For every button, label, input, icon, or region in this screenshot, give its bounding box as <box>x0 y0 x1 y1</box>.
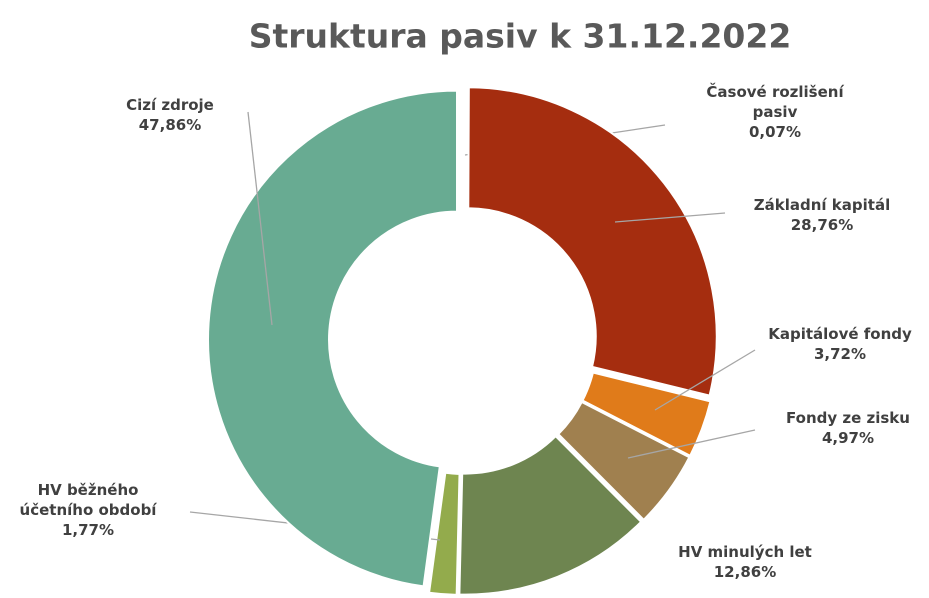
value-label: 12,86% <box>713 563 777 581</box>
value-label: 1,77% <box>61 521 115 539</box>
value-label: 28,76% <box>790 216 854 234</box>
donut-slice <box>458 434 643 596</box>
slice-label: HV minulých let 12,86% <box>645 542 845 582</box>
slice-label: Cizí zdroje 47,86% <box>95 95 245 135</box>
category-label: Fondy ze zisku <box>786 409 910 427</box>
category-label: Základní kapitál <box>753 196 891 214</box>
category-label: Časové rozlišení pasiv <box>706 83 844 121</box>
slice-label: Časové rozlišení pasiv 0,07% <box>685 82 865 142</box>
leader-line <box>627 429 756 459</box>
slice-label: HV běžného účetního období 1,77% <box>13 480 163 540</box>
donut-slice <box>427 471 461 596</box>
leader-line <box>654 349 756 411</box>
category-label: Kapitálové fondy <box>768 325 912 343</box>
slice-label: Kapitálové fondy 3,72% <box>740 324 929 364</box>
leader-line <box>614 212 726 223</box>
slice-label: Fondy ze zisku 4,97% <box>758 408 929 448</box>
donut-slice <box>462 83 466 208</box>
category-label: Cizí zdroje <box>126 96 214 114</box>
donut-slice <box>467 86 718 397</box>
donut-slice <box>556 400 691 522</box>
chart-title: Struktura pasiv k 31.12.2022 <box>248 16 792 56</box>
value-label: 3,72% <box>813 345 867 363</box>
value-label: 4,97% <box>821 429 875 447</box>
category-label: HV běžného účetního období <box>19 481 157 519</box>
donut-slice <box>207 89 459 588</box>
slice-label: Základní kapitál 28,76% <box>722 195 922 235</box>
value-label: 47,86% <box>138 116 202 134</box>
value-label: 0,07% <box>748 123 802 141</box>
category-label: HV minulých let <box>678 543 812 561</box>
leader-line <box>247 111 273 326</box>
donut-slice <box>581 371 712 458</box>
